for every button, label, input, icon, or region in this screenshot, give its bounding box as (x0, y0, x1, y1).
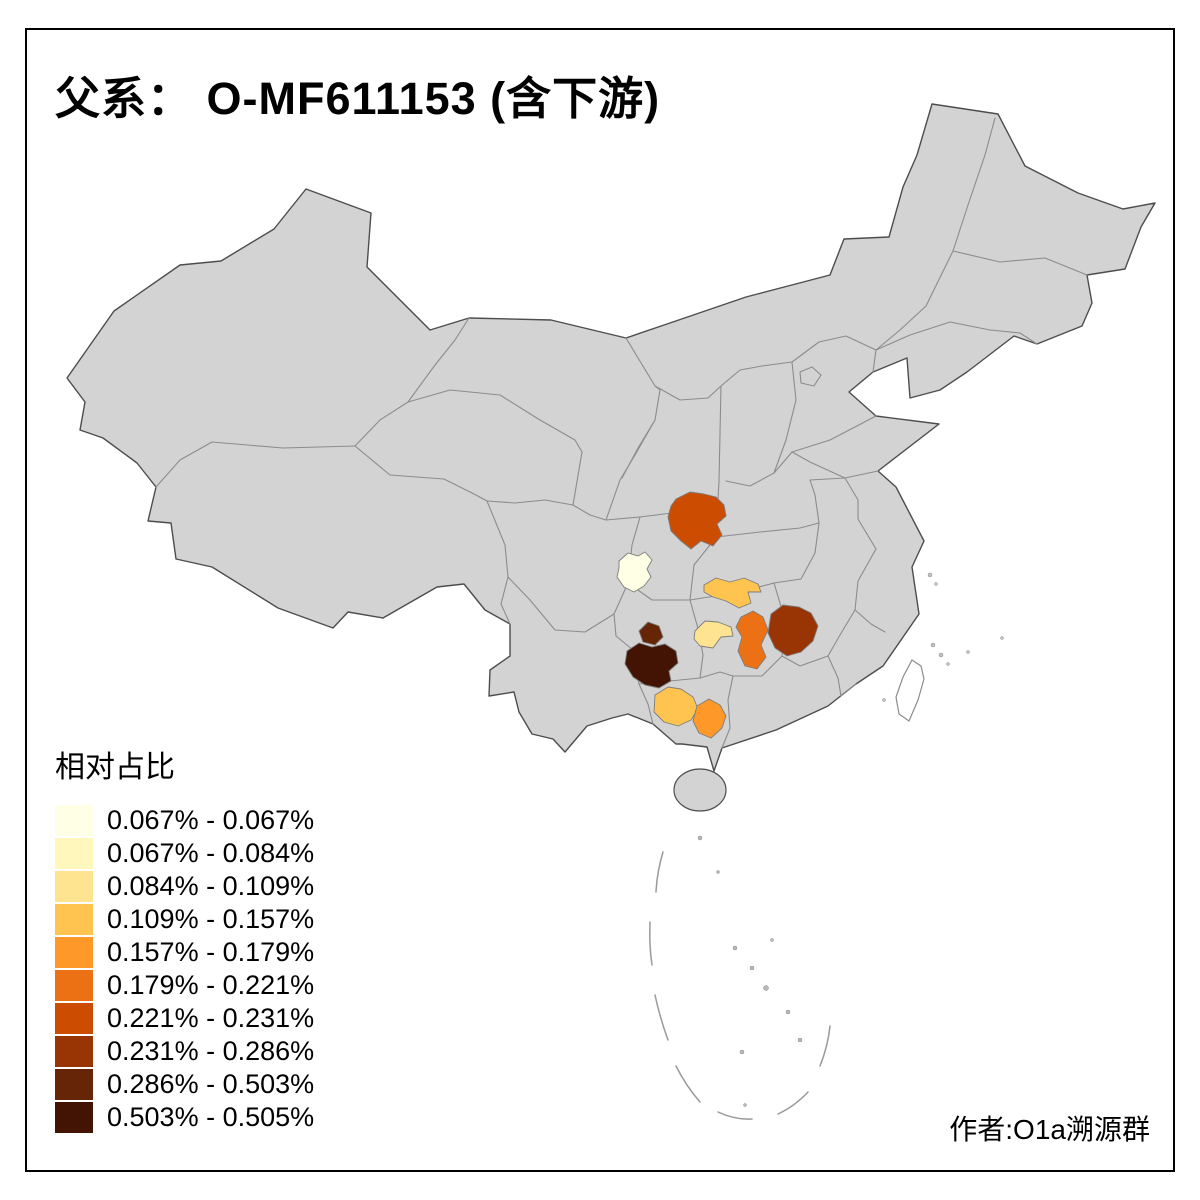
mainland-group (66, 103, 1156, 772)
legend-row: 0.084% - 0.109% (55, 870, 314, 903)
legend-row: 0.067% - 0.067% (55, 804, 314, 837)
legend-row: 0.067% - 0.084% (55, 837, 314, 870)
legend-color-swatch (55, 937, 93, 968)
border-tibet-qinghai (354, 445, 488, 502)
legend-row: 0.157% - 0.179% (55, 936, 314, 969)
legend-range-label: 0.221% - 0.231% (107, 1003, 315, 1033)
border-hebei-shandong (773, 415, 877, 474)
border-sichuan-yunnan (507, 576, 629, 633)
coastal-islets (882, 572, 1004, 702)
region-hubei-west (703, 577, 762, 609)
legend-title: 相对占比 (55, 751, 175, 784)
china-mainland-shape (66, 103, 1156, 772)
legend-row: 0.231% - 0.286% (55, 1035, 314, 1068)
legend-color-swatch (55, 838, 93, 869)
border-guangxi-guangdong (721, 675, 734, 749)
border-henan-south (715, 522, 820, 538)
region-hunan-northwest (693, 620, 734, 649)
border-xinjiang-qinghai-gansu (354, 317, 470, 447)
region-chongqing-west (616, 551, 653, 593)
region-guizhou-north (638, 621, 664, 646)
legend-color-swatch (55, 904, 93, 935)
border-beijing (799, 366, 822, 387)
border-shanxi-east (773, 361, 797, 474)
legend-color-swatch (55, 871, 93, 902)
legend: 相对占比 0.067% - 0.067% 0.067% - 0.084% 0.084… (55, 742, 314, 1134)
region-shaanxi-south (667, 491, 727, 550)
legend-range-label: 0.286% - 0.503% (107, 1069, 315, 1099)
region-jiangxi (767, 604, 819, 657)
border-qinghai-sichuan (486, 499, 607, 521)
border-hebei-liaoning (872, 349, 877, 373)
legend-color-swatch (55, 1003, 93, 1034)
border-jiangxi-fujian (827, 609, 856, 657)
border-anhui-jiangsu (844, 477, 877, 550)
nine-dash-line (649, 851, 831, 1120)
legend-range-label: 0.503% - 0.505% (107, 1102, 315, 1132)
border-hubei-anhui-jiangxi (800, 522, 820, 580)
legend-items: 0.067% - 0.067% 0.067% - 0.084% 0.084% - 0… (55, 804, 314, 1134)
legend-range-label: 0.067% - 0.067% (107, 805, 315, 835)
legend-row: 0.503% - 0.505% (55, 1101, 314, 1134)
border-hunan-guangxi (719, 671, 734, 677)
legend-row: 0.109% - 0.157% (55, 903, 314, 936)
region-hunan-central (735, 610, 769, 670)
author-credit: 作者:O1a溯源群 (949, 1114, 1150, 1145)
legend-range-label: 0.179% - 0.221% (107, 970, 315, 1000)
region-guangxi-central (692, 698, 727, 739)
hainan-island (673, 768, 727, 812)
border-xinjiang-tibet (155, 441, 356, 488)
border-heilongjiang-jilin (952, 250, 1088, 276)
border-hunan-guangdong (732, 655, 783, 677)
border-jiangxi-guangdong (781, 655, 829, 667)
page-title: 父系： O-MF611153 (含下游) (55, 73, 661, 124)
legend-row: 0.286% - 0.503% (55, 1068, 314, 1101)
border-inner-mongolia-south (654, 117, 996, 401)
border-jiangxi-zhejiang-anhui (854, 548, 877, 611)
legend-range-label: 0.109% - 0.157% (107, 904, 315, 934)
legend-range-label: 0.157% - 0.179% (107, 937, 315, 967)
region-guizhou-south (624, 642, 679, 689)
highlighted-regions-group (616, 491, 819, 739)
border-qinghai-gansu (407, 389, 583, 506)
border-jilin-liaoning (875, 321, 1038, 351)
legend-color-swatch (55, 1069, 93, 1100)
legend-row: 0.221% - 0.231% (55, 1002, 314, 1035)
border-henan-shandong (791, 451, 879, 479)
legend-color-swatch (55, 1102, 93, 1133)
islands-group (649, 572, 1004, 1120)
border-fujian-guangdong (827, 655, 857, 697)
border-ningxia (621, 419, 656, 479)
legend-range-label: 0.067% - 0.084% (107, 838, 315, 868)
border-zhejiang-fujian (854, 609, 886, 633)
legend-range-label: 0.084% - 0.109% (107, 871, 315, 901)
border-yunnan-guizhou (613, 613, 634, 651)
legend-color-swatch (55, 1036, 93, 1067)
south-china-sea-islets (697, 835, 803, 1107)
legend-row: 0.179% - 0.221% (55, 969, 314, 1002)
taiwan-island (895, 659, 925, 722)
border-henan-anhui (809, 477, 846, 524)
legend-range-label: 0.231% - 0.286% (107, 1036, 315, 1066)
border-shanxi-south (725, 472, 775, 487)
legend-color-swatch (55, 970, 93, 1001)
legend-color-swatch (55, 805, 93, 836)
